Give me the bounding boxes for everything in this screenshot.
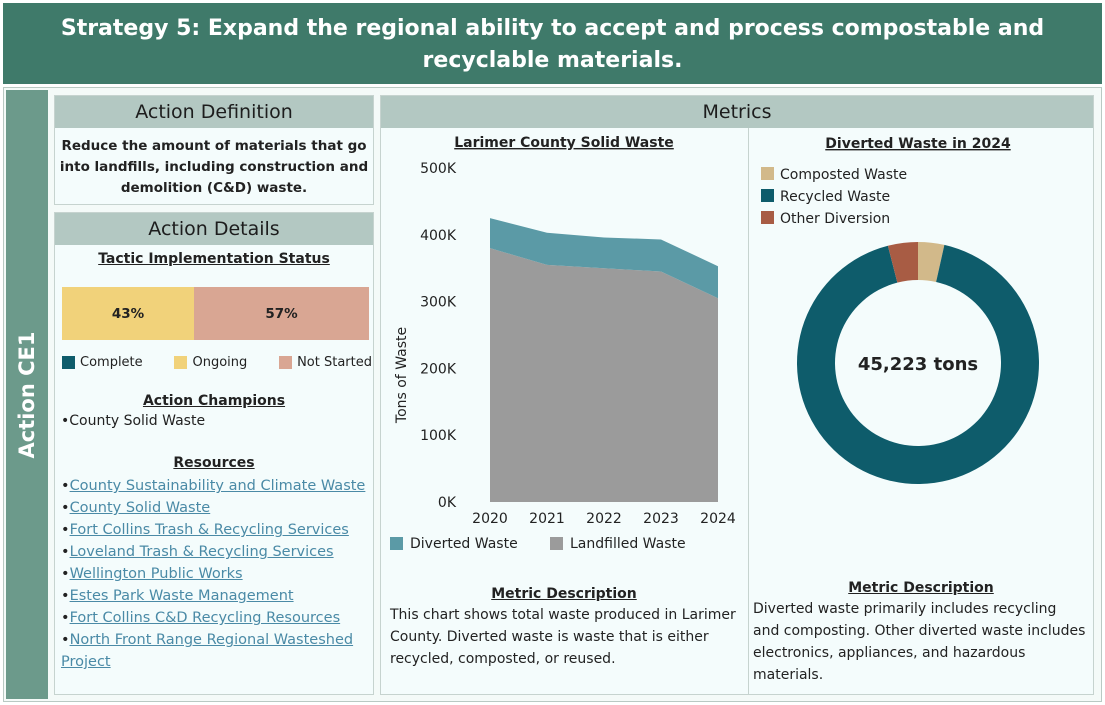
donut-slice-recycled-waste (797, 244, 1039, 484)
x-tick-label: 2020 (472, 511, 508, 527)
x-tick-label: 2022 (586, 511, 622, 527)
donut-chart: Diverted Waste in 2024 Composted Waste Re… (761, 136, 1039, 484)
page-title: Strategy 5: Expand the regional ability … (60, 16, 1045, 73)
donut-chart-title: Diverted Waste in 2024 (825, 136, 1011, 152)
metrics-heading: Metrics (381, 96, 1093, 128)
area-chart-ylabel: Tons of Waste (394, 327, 410, 424)
list-item: •County Sustainability and Climate Waste (61, 478, 366, 494)
donut-legend-swatch (761, 167, 774, 180)
legend-complete: Complete (62, 355, 143, 370)
resource-link[interactable]: Fort Collins C&D Recycling Resources (69, 610, 341, 626)
donut-legend-label: Recycled Waste (780, 189, 890, 205)
y-tick-label: 100K (420, 428, 457, 444)
donut-center-label: 45,223 tons (858, 354, 978, 375)
champion-item: •County Solid Waste (61, 413, 206, 429)
resources-list: •County Sustainability and Climate Waste… (61, 475, 366, 673)
champions-title: Action Champions (142, 393, 286, 409)
right-metric-description-text: Diverted waste primarily includes recycl… (753, 601, 1086, 683)
list-item: •Wellington Public Works (61, 566, 243, 582)
resource-link[interactable]: Fort Collins Trash & Recycling Services (69, 522, 349, 538)
status-bar-not-started: 57% (194, 287, 369, 340)
resource-link[interactable]: Wellington Public Works (69, 566, 243, 582)
status-legend: Complete Ongoing Not Started (62, 355, 372, 370)
y-tick-label: 0K (438, 495, 457, 511)
action-definition-heading: Action Definition (55, 96, 373, 128)
list-item: •North Front Range Regional Wasteshed Pr… (61, 632, 354, 670)
area-chart: Larimer County Solid Waste Tons of Waste… (390, 135, 736, 552)
area-series-landfilled-waste (490, 248, 718, 502)
donut-legend-swatch (761, 211, 774, 224)
legend-swatch-complete (62, 356, 75, 369)
resource-link[interactable]: North Front Range Regional Wasteshed Pro… (61, 632, 354, 670)
legend-ongoing: Ongoing (174, 355, 247, 370)
page-header: Strategy 5: Expand the regional ability … (3, 3, 1102, 84)
y-tick-label: 200K (420, 361, 457, 377)
x-tick-label: 2024 (700, 511, 736, 527)
legend-swatch-ongoing (174, 356, 188, 369)
status-bar-ongoing: 43% (62, 287, 194, 340)
left-metric-description-text: This chart shows total waste produced in… (390, 607, 736, 667)
list-item: •Loveland Trash & Recycling Services (61, 544, 334, 560)
legend-label: Diverted Waste (410, 536, 518, 552)
y-tick-label: 400K (420, 228, 457, 244)
resource-link[interactable]: County Solid Waste (69, 500, 211, 516)
area-series-diverted-waste (490, 218, 718, 299)
x-tick-label: 2021 (529, 511, 565, 527)
resource-link[interactable]: County Sustainability and Climate Waste (69, 478, 366, 494)
left-metric-description-title: Metric Description (491, 586, 637, 602)
action-definition-panel: Action Definition Reduce the amount of m… (54, 95, 374, 205)
x-tick-label: 2023 (643, 511, 679, 527)
donut-slice-other-diversion (887, 242, 918, 283)
donut-legend-label: Composted Waste (780, 167, 907, 183)
left-metric-description: Metric Description This chart shows tota… (381, 586, 747, 670)
resource-link[interactable]: Estes Park Waste Management (69, 588, 294, 604)
action-definition-text: Reduce the amount of materials that go i… (59, 138, 369, 196)
donut-legend-swatch (761, 189, 774, 202)
legend-label: Landfilled Waste (570, 536, 686, 552)
legend-swatch-not-started (279, 356, 293, 369)
resource-link[interactable]: Loveland Trash & Recycling Services (69, 544, 334, 560)
list-item: •Estes Park Waste Management (61, 588, 294, 604)
list-item: •Fort Collins Trash & Recycling Services (61, 522, 349, 538)
action-id-label: Action CE1 (15, 331, 39, 458)
status-bar: 43% 57% (62, 287, 369, 340)
side-label-bar: Action CE1 (6, 90, 48, 699)
list-item: •County Solid Waste (61, 500, 211, 516)
legend-not-started: Not Started (279, 355, 372, 370)
y-tick-label: 500K (420, 161, 457, 177)
action-details-heading: Action Details (55, 213, 373, 245)
area-chart-title: Larimer County Solid Waste (454, 135, 674, 151)
legend-swatch (390, 537, 403, 550)
y-tick-label: 300K (420, 295, 457, 311)
donut-legend-label: Other Diversion (780, 211, 890, 227)
right-metric-description: Metric Description Diverted waste primar… (749, 580, 1093, 686)
list-item: •Fort Collins C&D Recycling Resources (61, 610, 341, 626)
resources-title: Resources (173, 455, 255, 471)
metrics-divider (748, 128, 749, 694)
right-metric-description-title: Metric Description (848, 580, 994, 596)
legend-swatch (550, 537, 563, 550)
donut-slice-composted-waste (918, 242, 945, 282)
action-details-panel: Action Details Tactic Implementation Sta… (54, 212, 374, 695)
status-title: Tactic Implementation Status (98, 251, 330, 267)
